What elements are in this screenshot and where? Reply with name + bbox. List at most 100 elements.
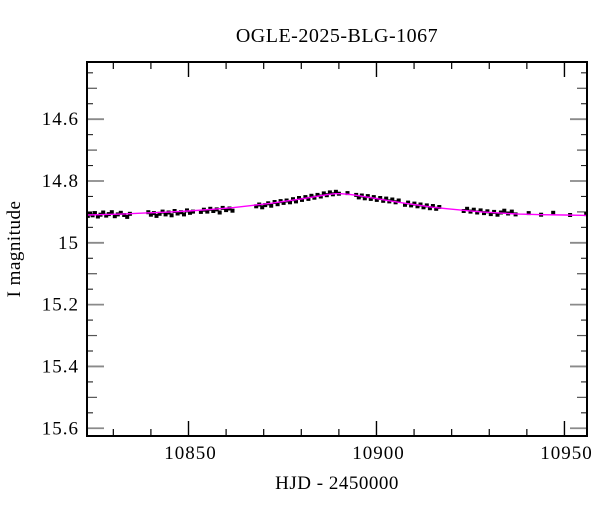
data-point [182,212,186,217]
data-point [291,197,295,202]
data-point [260,205,265,210]
data-point [104,213,109,218]
data-point [526,211,531,216]
data-point [551,210,556,215]
data-point [148,212,153,217]
y-axis-label: I magnitude [4,201,25,298]
data-point [306,196,311,201]
data-point [471,207,476,212]
model-curve [87,192,587,217]
data-point [461,209,466,213]
data-point [488,212,493,217]
data-point [294,199,298,204]
data-point [169,213,174,218]
axis-tick-labels: 10850 10900 10950 14.6 14.8 15 15.2 15.4 15.6 [42,109,593,464]
y-tick-label: 15.2 [42,295,79,316]
y-tick-label: 14.6 [42,109,79,130]
data-point [368,196,373,201]
y-tick-label: 14.8 [42,171,79,192]
data-point [509,209,514,214]
data-point [362,196,367,201]
plot-frame [86,61,588,437]
data-point [288,200,292,205]
data-point [179,210,183,215]
data-point [315,192,320,197]
data-point [263,203,268,208]
data-point [356,195,361,200]
data-point [87,213,90,218]
data-point [92,211,97,216]
data-point [125,214,130,219]
data-point [478,208,483,213]
data-point [415,204,420,209]
data-point [381,198,386,203]
data-point [95,214,100,219]
data-point [303,195,308,200]
data-point [122,213,127,217]
data-point [418,202,423,207]
data-point [421,205,426,210]
data-point [109,210,114,215]
data-point [485,209,490,214]
y-tick-label: 15.6 [42,418,79,439]
data-point [437,205,442,209]
data-point [154,213,159,218]
data-point [475,210,480,215]
y-tick-label: 15 [58,233,79,254]
data-point [297,196,301,200]
data-point [359,193,364,198]
x-tick-label: 10900 [352,443,405,464]
data-point [390,197,395,202]
data-point [327,190,332,195]
data-point [321,191,326,196]
data-point [172,209,177,213]
data-point [312,195,317,200]
data-point [205,209,210,214]
data-point [191,209,195,214]
y-tick-label: 15.4 [42,356,79,377]
data-point [300,197,304,202]
data-point [584,212,587,217]
data-point [396,198,401,203]
data-point [492,209,497,214]
data-point [374,197,379,202]
data-point [118,210,123,215]
data-point [371,195,376,200]
data-point [412,201,417,206]
data-point [409,203,414,208]
data-point [275,202,280,207]
data-point [112,214,117,219]
data-point [365,194,370,199]
data-point [318,194,323,199]
data-point [434,206,439,211]
x-tick-label: 10950 [540,443,593,464]
data-point [211,209,216,213]
data-point [424,203,429,208]
data-point [403,202,407,207]
data-point [378,196,383,200]
data-point [163,212,168,217]
data-point [88,211,92,216]
data-point [269,203,274,208]
data-point [188,210,192,215]
data-point [345,191,350,196]
data-point [482,211,486,216]
axis-ticks [87,62,587,436]
data-point [101,210,106,215]
data-point [502,208,507,213]
data-point [281,200,286,205]
data-point [495,212,500,217]
data-series [87,189,587,219]
data-point [146,210,151,215]
chart-title: OGLE-2025-BLG-1067 [236,25,438,47]
data-point [278,199,283,204]
data-point [309,193,314,198]
data-point [175,211,180,216]
data-point [230,208,235,213]
data-point [427,206,432,211]
data-point [430,204,435,208]
data-point [157,211,162,216]
data-point [217,210,222,215]
